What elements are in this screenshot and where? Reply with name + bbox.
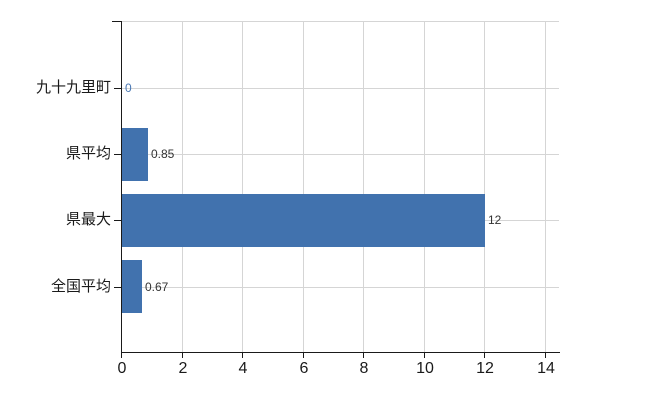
x-axis-tick (363, 353, 364, 358)
x-axis-line (121, 352, 560, 353)
vertical-gridline (363, 21, 364, 352)
x-tick-label: 8 (359, 360, 369, 377)
bar-value-label: 0 (125, 81, 132, 95)
x-axis-tick (121, 353, 122, 358)
x-tick-label: 6 (299, 360, 309, 377)
plot-area: 0 0.85 12 0.67 (121, 21, 559, 352)
bar (122, 260, 142, 313)
x-axis-tick (182, 353, 183, 358)
vertical-gridline (424, 21, 425, 352)
x-axis-tick (484, 353, 485, 358)
y-axis-top-tick (112, 21, 121, 22)
bar-value-label: 12 (488, 213, 502, 227)
x-tick-label: 10 (416, 360, 434, 377)
y-axis-line (121, 21, 122, 353)
category-label: 全国平均 (50, 278, 111, 295)
bar (122, 194, 485, 247)
x-axis-tick (303, 353, 304, 358)
x-tick-label: 2 (178, 360, 188, 377)
vertical-gridline (303, 21, 304, 352)
y-axis-tick (114, 220, 121, 221)
horizontal-gridline (121, 88, 559, 89)
vertical-gridline (484, 21, 485, 352)
y-axis-tick (114, 154, 121, 155)
vertical-gridline (182, 21, 183, 352)
category-label: 県最大 (65, 211, 111, 228)
bar-value-label: 0.85 (151, 147, 175, 161)
vertical-gridline (545, 21, 546, 352)
x-axis-tick (424, 353, 425, 358)
bar-value-label: 0.67 (145, 280, 169, 294)
category-label: 県平均 (65, 145, 111, 162)
x-axis-tick (545, 353, 546, 358)
y-axis-tick (114, 88, 121, 89)
x-tick-label: 14 (537, 360, 555, 377)
category-label: 九十九里町 (35, 79, 111, 96)
vertical-gridline (242, 21, 243, 352)
x-tick-label: 4 (238, 360, 248, 377)
x-axis-tick (242, 353, 243, 358)
x-tick-label: 0 (117, 360, 127, 377)
horizontal-gridline (121, 287, 559, 288)
x-tick-label: 12 (476, 360, 494, 377)
plot-top-border (121, 21, 559, 22)
y-axis-tick (114, 287, 121, 288)
horizontal-gridline (121, 154, 559, 155)
bar (122, 128, 148, 181)
